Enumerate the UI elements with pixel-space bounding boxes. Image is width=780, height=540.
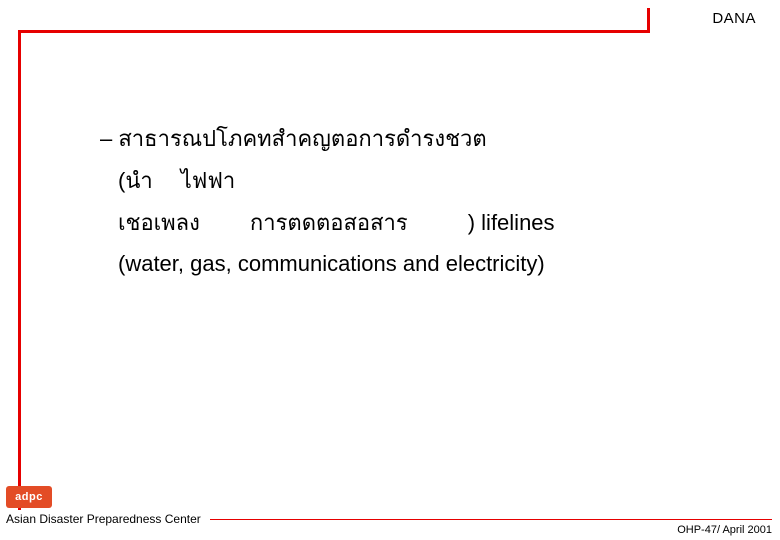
slide-content: – สาธารณปโภคทสำคญตอการดำรงชวต (นำ ไฟฟา เช… — [100, 118, 680, 285]
line3a-text: เชอเพลง — [118, 210, 200, 235]
content-line-1: – สาธารณปโภคทสำคญตอการดำรงชวต — [100, 118, 680, 160]
frame-left-border — [18, 30, 21, 510]
line3b-text: การตดตอสอสาร — [250, 210, 408, 235]
line2a-text: (นำ — [118, 168, 153, 193]
footer-slide-id: OHP-47/ April 2001 — [677, 524, 772, 536]
bullet-dash: – — [100, 126, 112, 151]
footer-org-name: Asian Disaster Preparedness Center — [6, 512, 201, 526]
frame-right-tick — [647, 8, 650, 33]
header-label: DANA — [712, 10, 756, 27]
content-line-2: (นำ ไฟฟา — [100, 160, 680, 202]
frame-top-border — [18, 30, 650, 33]
logo-text: adpc — [15, 491, 43, 503]
content-line-4: (water, gas, communications and electric… — [100, 243, 680, 285]
line1-text: สาธารณปโภคทสำคญตอการดำรงชวต — [118, 126, 486, 151]
footer-divider — [210, 519, 772, 520]
content-line-3: เชอเพลง การตดตอสอสาร ) lifelines — [100, 202, 680, 244]
line3c-text: ) lifelines — [468, 210, 555, 235]
line2b-text: ไฟฟา — [181, 168, 236, 193]
line4-text: (water, gas, communications and electric… — [118, 251, 545, 276]
adpc-logo: adpc — [6, 486, 52, 508]
